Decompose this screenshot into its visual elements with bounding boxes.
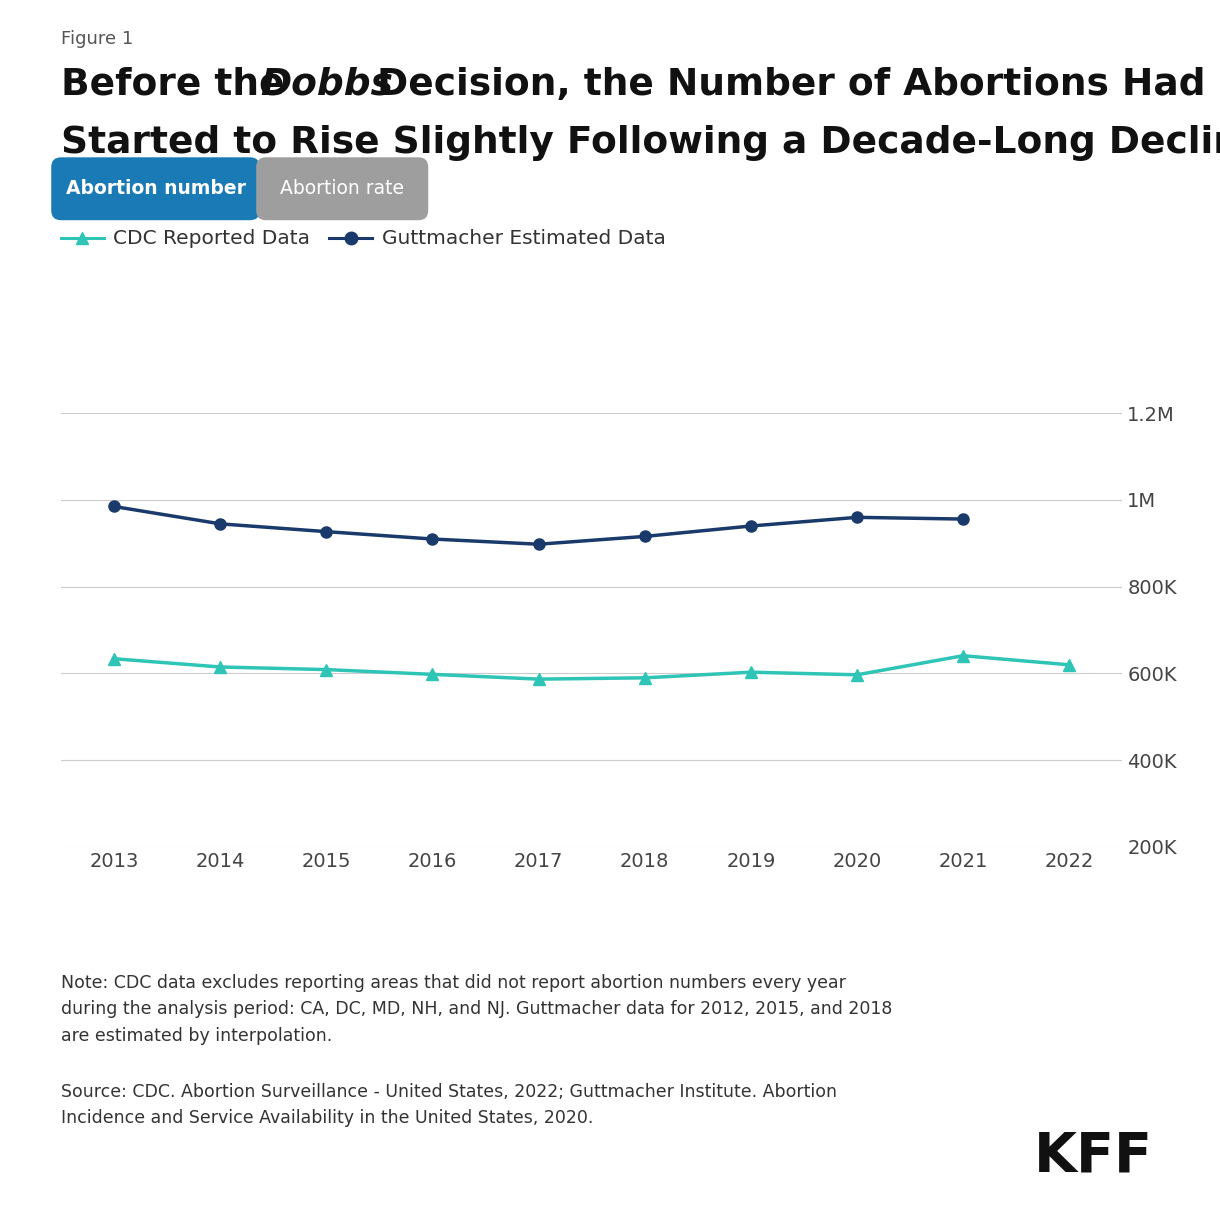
- FancyBboxPatch shape: [51, 157, 260, 220]
- Text: Before the: Before the: [61, 67, 298, 103]
- FancyBboxPatch shape: [256, 157, 428, 220]
- Text: Guttmacher Estimated Data: Guttmacher Estimated Data: [382, 229, 666, 248]
- Text: Started to Rise Slightly Following a Decade-Long Decline: Started to Rise Slightly Following a Dec…: [61, 125, 1220, 161]
- Text: KFF: KFF: [1033, 1129, 1153, 1183]
- Text: Abortion rate: Abortion rate: [281, 179, 404, 198]
- Text: Figure 1: Figure 1: [61, 30, 133, 48]
- Text: Decision, the Number of Abortions Had: Decision, the Number of Abortions Had: [364, 67, 1205, 103]
- Text: Dobbs: Dobbs: [260, 67, 393, 103]
- Text: CDC Reported Data: CDC Reported Data: [113, 229, 310, 248]
- Text: Note: CDC data excludes reporting areas that did not report abortion numbers eve: Note: CDC data excludes reporting areas …: [61, 974, 892, 1045]
- Text: Abortion number: Abortion number: [66, 179, 245, 198]
- Text: Source: CDC. Abortion Surveillance - United States, 2022; Guttmacher Institute. : Source: CDC. Abortion Surveillance - Uni…: [61, 1083, 837, 1128]
